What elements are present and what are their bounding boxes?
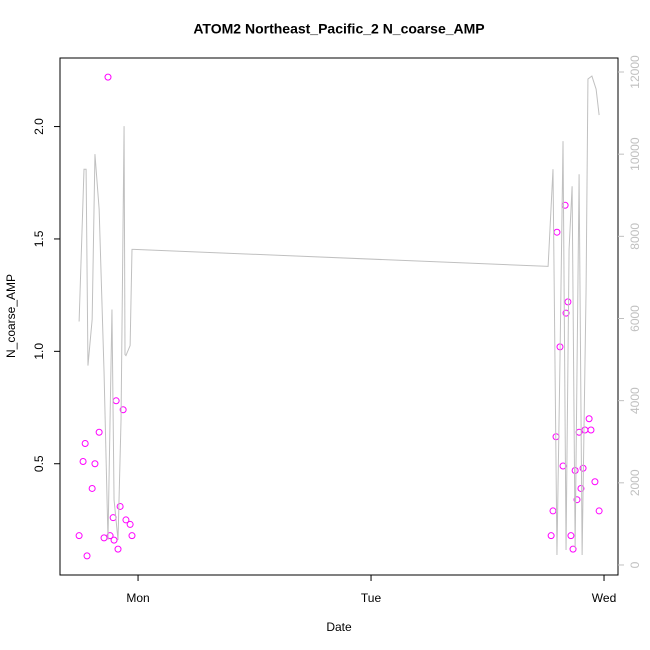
point [75,532,83,540]
point [549,507,557,515]
x-axis-label: Date [326,620,352,634]
point [595,507,603,515]
point [581,426,589,434]
x-tick-label: Tue [361,591,382,605]
point [591,478,599,486]
point [119,406,127,414]
y-tick-label: 0.5 [32,455,46,472]
point [587,426,595,434]
plot-box [59,57,619,576]
point [559,462,567,470]
y-tick-label: 1.5 [32,230,46,247]
y2-tick-label: 6000 [628,305,642,332]
y2-tick-label: 4000 [628,387,642,414]
point [110,536,118,544]
point [79,457,87,465]
x-tick-label: Wed [592,591,616,605]
y2-tick-label: 8000 [628,223,642,250]
point [567,532,575,540]
line [78,75,600,555]
point [91,460,99,468]
point [88,484,96,492]
point [83,552,91,560]
point [569,545,577,553]
chart-title: ATOM2 Northeast_Pacific_2 N_coarse_AMP [193,21,484,37]
y2-tick-label: 12000 [628,55,642,89]
point [116,502,124,510]
point [571,466,579,474]
point [106,532,114,540]
y2-tick-label: 10000 [628,137,642,171]
point [573,496,581,504]
y-tick-label: 2.0 [32,118,46,135]
point [81,440,89,448]
point [577,484,585,492]
point [553,228,561,236]
point [128,532,136,540]
y2-tick-label: 0 [628,561,642,568]
point [564,298,572,306]
point [112,397,120,405]
point [126,520,134,528]
x-tick-label: Mon [126,591,149,605]
point [562,309,570,317]
y-axis-label: N_coarse_AMP [4,274,18,358]
y2-tick-label: 2000 [628,469,642,496]
point [95,428,103,436]
y-tick-label: 1.0 [32,343,46,360]
point [104,73,112,81]
point [585,415,593,423]
point [547,532,555,540]
point [122,516,130,524]
point [114,545,122,553]
point [100,534,108,542]
